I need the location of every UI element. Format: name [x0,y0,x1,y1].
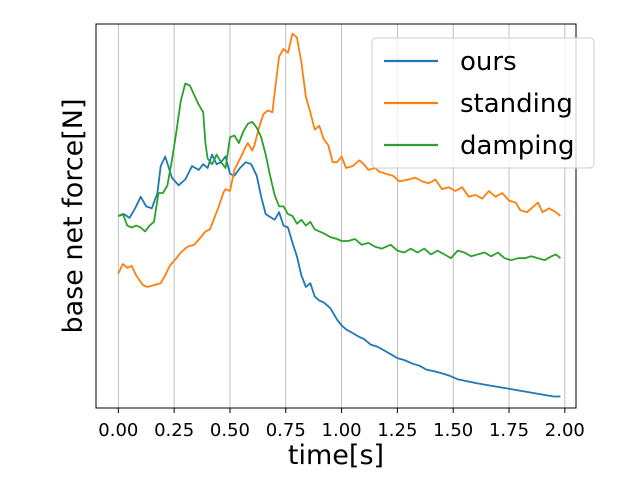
series-line-damping [117,82,561,262]
x-tick-label: 2.00 [545,420,585,441]
x-tick-label: 0.00 [98,420,138,441]
legend: ours standing damping [371,37,595,169]
series-line-standing [117,32,561,288]
legend-label-ours: ours [460,47,517,77]
x-axis-ticks: 0.00 0.25 0.50 0.75 1.00 1.25 1.50 1.75 2.00 [98,408,585,441]
legend-box [371,37,595,169]
x-tick-label: 1.00 [322,420,362,441]
x-tick-label: 1.50 [433,420,473,441]
legend-label-standing: standing [460,89,573,119]
legend-label-damping: damping [460,131,574,161]
x-tick-label: 1.25 [377,420,417,441]
series-line-ours [118,153,561,398]
x-axis-title: time[s] [288,440,384,471]
plot-series [117,32,561,398]
x-tick-label: 0.50 [210,420,250,441]
x-tick-label: 1.75 [489,420,529,441]
x-tick-label: 0.25 [154,420,194,441]
y-axis-title: base net force[N] [58,98,89,333]
plot-frame [95,23,577,409]
x-tick-label: 0.75 [266,420,306,441]
